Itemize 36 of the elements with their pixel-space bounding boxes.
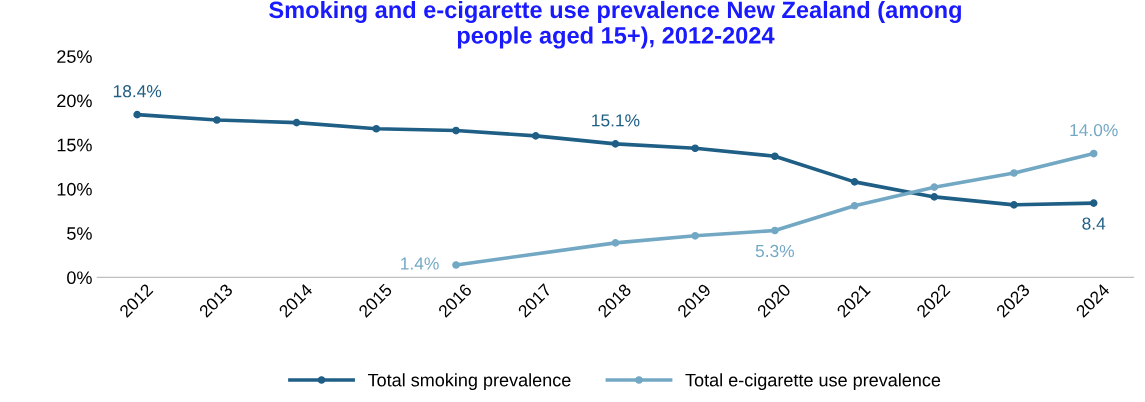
y-tick-label: 15% xyxy=(57,138,92,152)
y-tick-label: 5% xyxy=(67,227,92,240)
chart-title: Smoking and e-cigarette use prevalence New Zealand (among people aged 15+), 2012-2024 xyxy=(269,0,961,49)
point xyxy=(611,239,620,247)
legend-label: Total e-cigarette use prevalence xyxy=(685,373,941,391)
legend-label: Total smoking prevalence xyxy=(367,373,571,391)
data-label: 5.3% xyxy=(755,244,795,258)
point xyxy=(850,178,859,186)
point xyxy=(292,118,301,127)
point xyxy=(930,193,939,201)
point xyxy=(531,132,540,140)
point xyxy=(452,126,460,135)
data-label: 15.1% xyxy=(592,114,640,127)
y-tick-label: 0% xyxy=(67,271,92,285)
point xyxy=(133,110,141,119)
point xyxy=(452,261,460,269)
data-label: 8.4 xyxy=(1082,217,1106,230)
point xyxy=(1089,149,1098,158)
point xyxy=(1010,169,1018,177)
point xyxy=(213,116,221,124)
data-label: 14.0% xyxy=(1070,123,1118,137)
point xyxy=(850,201,859,210)
y-tick-label: 10% xyxy=(57,182,92,196)
point xyxy=(1010,201,1018,209)
point xyxy=(611,140,620,148)
y-tick-label: 25% xyxy=(57,50,92,63)
point xyxy=(930,183,939,191)
point xyxy=(1089,199,1098,207)
point xyxy=(691,144,699,153)
point xyxy=(771,226,779,235)
data-label: 1.4% xyxy=(401,257,439,270)
data-label: 18.4% xyxy=(113,85,162,98)
point xyxy=(691,231,699,240)
point xyxy=(771,152,779,161)
point xyxy=(372,124,381,133)
y-tick-label: 20% xyxy=(57,94,92,108)
